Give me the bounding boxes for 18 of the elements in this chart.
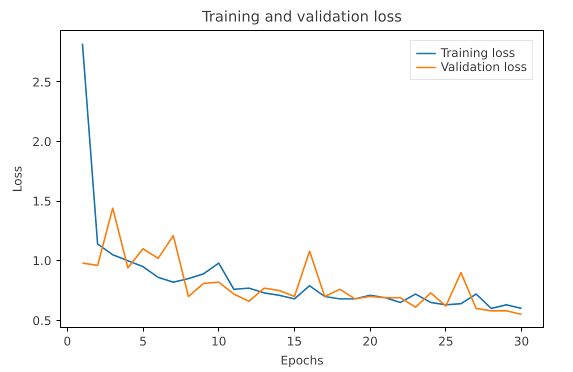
x-tick-label: 20 [362, 334, 378, 348]
line-series [82, 207, 522, 316]
y-tick-label: 1.5 [32, 194, 52, 209]
y-tick-label: 0.5 [32, 314, 52, 328]
legend-label: Validation loss [440, 60, 527, 74]
x-tick-label: 15 [286, 334, 302, 348]
x-tick-label: 25 [438, 334, 454, 348]
chart-title: Training and validation loss [201, 8, 402, 26]
x-tick-label: 30 [514, 334, 530, 348]
y-tick-label: 2.5 [32, 75, 52, 90]
y-tick-label: 2.0 [32, 134, 52, 149]
legend-label: Training loss [440, 46, 516, 60]
x-axis-title: Epochs [280, 354, 324, 368]
x-tick-label: 10 [211, 334, 226, 348]
x-tick-label: 0 [63, 334, 72, 348]
x-tick-label: 5 [139, 334, 147, 348]
y-tick-label: 1.0 [32, 254, 52, 268]
y-axis-title: Loss [10, 166, 24, 192]
